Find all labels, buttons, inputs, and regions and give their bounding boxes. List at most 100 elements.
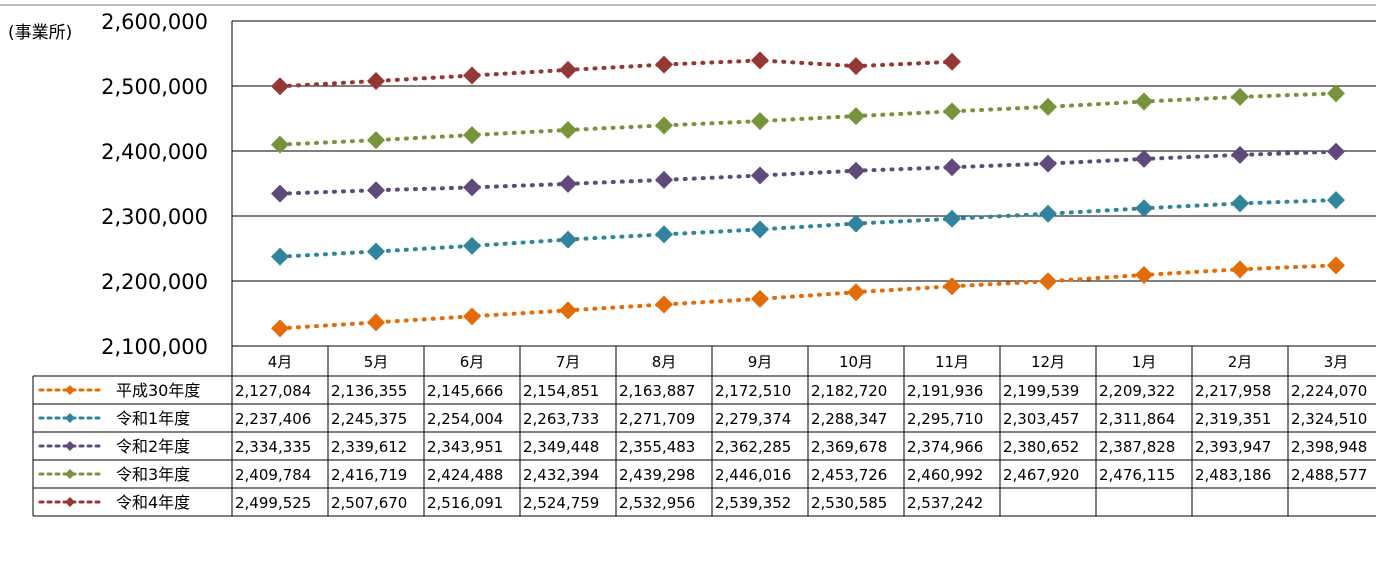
legend-key: [38, 385, 102, 395]
data-point: [559, 60, 577, 79]
series: [271, 191, 1345, 266]
x-tick-label: 4月: [268, 353, 293, 371]
data-label: 2,530,585: [811, 494, 887, 512]
data-point: [847, 107, 865, 126]
data-point: [1327, 142, 1345, 161]
data-point: [1327, 256, 1345, 275]
x-tick-label: 6月: [460, 353, 485, 371]
data-label: 2,127,084: [235, 382, 311, 400]
data-point: [367, 72, 385, 91]
data-label: 2,145,666: [427, 382, 503, 400]
legend-key: [38, 469, 102, 479]
data-point: [751, 289, 769, 308]
data-point: [1039, 204, 1057, 223]
legend-label: 平成30年度: [116, 381, 200, 400]
legend-marker: [65, 385, 75, 395]
data-label: 2,416,719: [331, 466, 407, 484]
data-point: [1327, 191, 1345, 210]
legend-key: [38, 413, 102, 423]
data-label: 2,432,394: [523, 466, 599, 484]
data-point: [367, 313, 385, 332]
x-tick-label: 1月: [1132, 353, 1157, 371]
data-point: [1039, 97, 1057, 116]
series-line: [278, 198, 1338, 259]
data-label: 2,343,951: [427, 438, 503, 456]
legend-marker: [65, 441, 75, 451]
data-label: 2,245,375: [331, 410, 407, 428]
data-point: [463, 66, 481, 85]
x-tick-label: 3月: [1324, 353, 1349, 371]
data-point: [847, 57, 865, 76]
data-point: [847, 161, 865, 180]
x-tick-label: 5月: [364, 353, 389, 371]
data-label: 2,539,352: [715, 494, 791, 512]
series-line: [278, 149, 1338, 196]
data-label: 2,516,091: [427, 494, 503, 512]
series: [271, 142, 1345, 203]
data-label: 2,295,710: [907, 410, 983, 428]
data-point: [271, 184, 289, 203]
data-point: [463, 307, 481, 326]
legend-label: 令和3年度: [116, 465, 190, 484]
data-point: [271, 77, 289, 96]
data-label: 2,424,488: [427, 466, 503, 484]
data-point: [655, 170, 673, 189]
data-point: [1231, 87, 1249, 106]
series: [271, 256, 1345, 338]
data-point: [1327, 84, 1345, 103]
data-label: 2,224,070: [1291, 382, 1367, 400]
data-point: [367, 131, 385, 150]
series: [271, 51, 961, 96]
data-point: [367, 242, 385, 261]
x-tick-label: 2月: [1228, 353, 1253, 371]
data-point: [751, 220, 769, 239]
data-label: 2,409,784: [235, 466, 311, 484]
data-label: 2,172,510: [715, 382, 791, 400]
data-label: 2,507,670: [331, 494, 407, 512]
y-tick-label: 2,500,000: [101, 75, 208, 99]
data-label: 2,288,347: [811, 410, 887, 428]
data-label: 2,453,726: [811, 466, 887, 484]
legend-marker: [65, 413, 75, 423]
data-label: 2,499,525: [235, 494, 311, 512]
data-point: [1135, 149, 1153, 168]
data-point: [271, 247, 289, 266]
y-axis: (事業所) 2,100,000 2,200,000 2,300,000 2,400,0…: [8, 10, 208, 359]
data-label: 2,488,577: [1291, 466, 1367, 484]
data-label: 2,334,335: [235, 438, 311, 456]
data-label: 2,398,948: [1291, 438, 1367, 456]
data-point: [943, 158, 961, 177]
data-point: [943, 52, 961, 71]
data-label: 2,380,652: [1003, 438, 1079, 456]
data-point: [1231, 145, 1249, 164]
data-label: 2,339,612: [331, 438, 407, 456]
data-point: [655, 295, 673, 314]
data-label: 2,263,733: [523, 410, 599, 428]
data-label: 2,374,966: [907, 438, 983, 456]
data-label: 2,217,958: [1195, 382, 1271, 400]
data-point: [559, 301, 577, 320]
legend-marker: [65, 469, 75, 479]
data-label: 2,446,016: [715, 466, 791, 484]
data-point: [559, 174, 577, 193]
y-unit-label: (事業所): [8, 23, 72, 43]
data-label: 2,387,828: [1099, 438, 1175, 456]
data-label: 2,136,355: [331, 382, 407, 400]
series: [271, 84, 1345, 154]
x-tick-label: 7月: [556, 353, 581, 371]
legend-label: 令和1年度: [116, 409, 190, 428]
x-tick-label: 9月: [748, 353, 773, 371]
series-line: [278, 58, 954, 89]
legend-key: [38, 441, 102, 451]
gridlines: [0, 4, 1376, 347]
y-tick-label: 2,100,000: [101, 335, 208, 359]
x-tick-label: 8月: [652, 353, 677, 371]
data-label: 2,460,992: [907, 466, 983, 484]
data-point: [271, 135, 289, 154]
data-label: 2,355,483: [619, 438, 695, 456]
data-point: [1039, 272, 1057, 291]
data-point: [751, 51, 769, 70]
legend-label: 令和4年度: [116, 493, 190, 512]
